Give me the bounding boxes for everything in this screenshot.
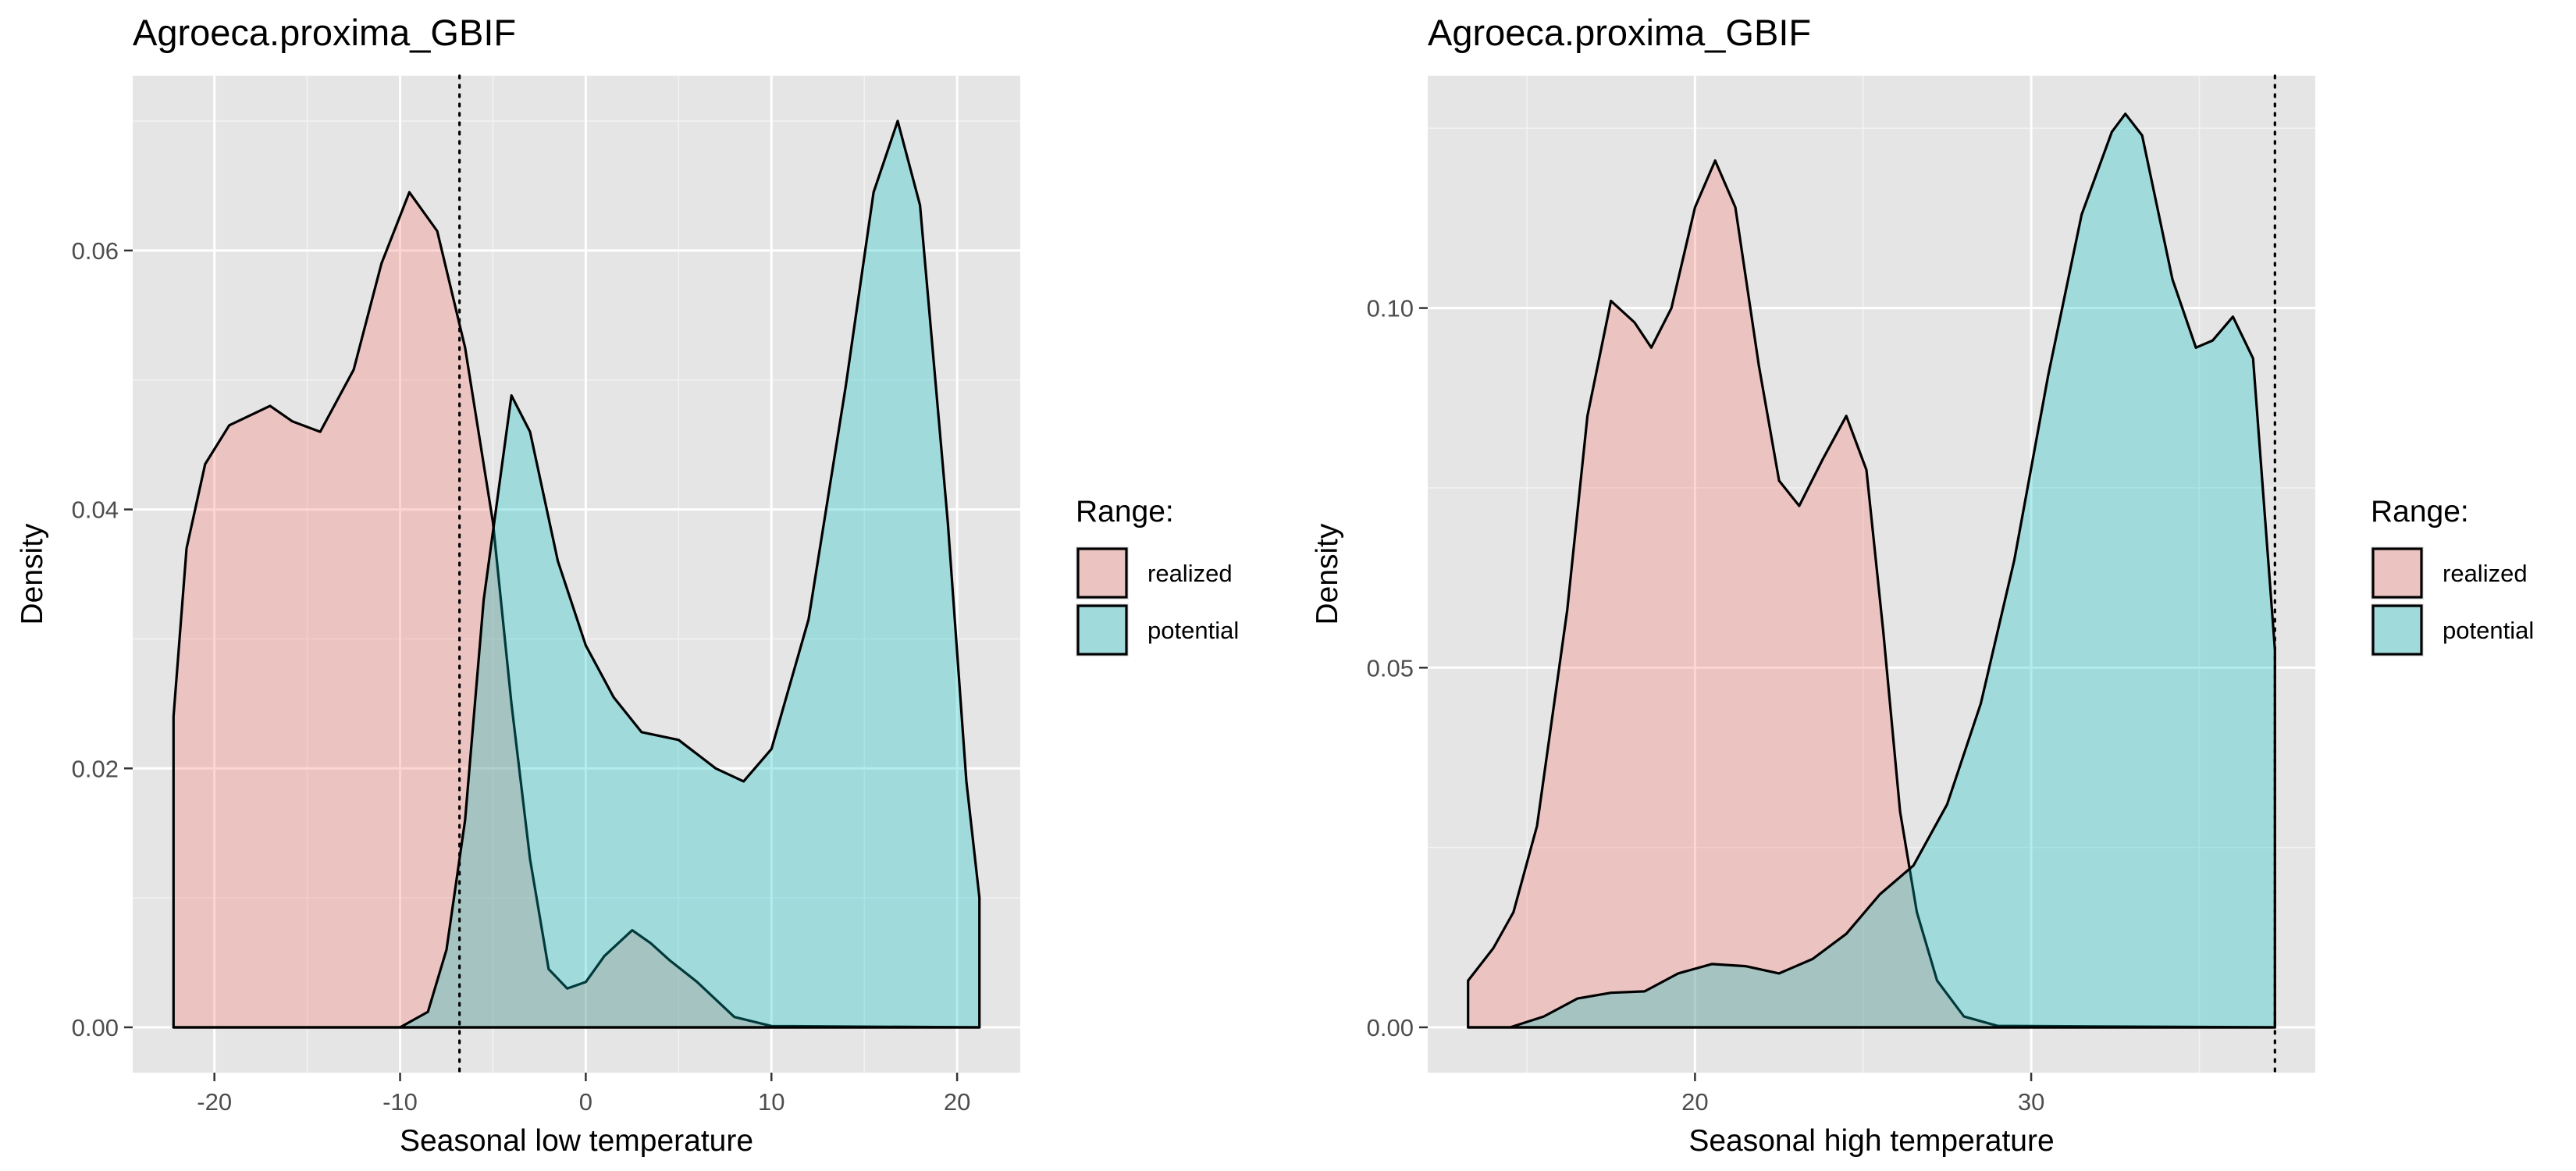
legend-key-background <box>1076 603 1129 657</box>
legend: Range: realized potential <box>2371 495 2534 657</box>
legend-key-background <box>2371 603 2424 657</box>
legend-swatch-realized <box>1076 547 1128 599</box>
panel-background <box>133 76 1020 1073</box>
y-tick-label: 0.04 <box>72 497 119 524</box>
x-tick-label: 0 <box>579 1088 592 1116</box>
legend-key-background <box>1076 546 1129 600</box>
x-tick-label: 20 <box>1681 1088 1708 1116</box>
x-tick-label: 10 <box>758 1088 785 1116</box>
y-tick-label: 0.06 <box>72 237 119 265</box>
legend-swatch-potential <box>1076 604 1128 656</box>
y-tick-label: 0.10 <box>1367 295 1414 322</box>
density-area-realized <box>172 190 981 1029</box>
y-axis-label: Density <box>1311 523 1344 625</box>
legend-title: Range: <box>1076 495 1174 529</box>
left-density-panel: 0.00 0.02 0.04 0.06 -20 -10 0 10 20 Agroeca.proxi… <box>16 12 1239 1158</box>
legend-label-potential: potential <box>2443 617 2534 644</box>
legend-title: Range: <box>2371 495 2469 529</box>
y-tick-label: 0.00 <box>1367 1014 1414 1041</box>
density-area-realized <box>1467 159 2276 1029</box>
x-axis-label: Seasonal low temperature <box>400 1124 753 1158</box>
legend: Range: realized potential <box>1076 495 1239 657</box>
legend-key-background <box>2371 546 2424 600</box>
y-tick-label: 0.00 <box>72 1014 119 1041</box>
x-tick-label: 20 <box>944 1088 970 1116</box>
density-area-potential <box>172 119 981 1029</box>
density-area-potential <box>1467 112 2276 1029</box>
x-tick-label: 30 <box>2018 1088 2044 1116</box>
x-tick-label: -20 <box>197 1088 232 1116</box>
legend-label-realized: realized <box>1147 560 1233 587</box>
y-axis-label: Density <box>16 523 49 625</box>
legend-label-realized: realized <box>2443 560 2528 587</box>
x-tick-label: -10 <box>382 1088 418 1116</box>
panel-background <box>1428 76 2315 1073</box>
chart-title: Agroeca.proxima_GBIF <box>1428 12 1811 53</box>
chart-title: Agroeca.proxima_GBIF <box>133 12 516 53</box>
y-tick-label: 0.02 <box>72 755 119 782</box>
legend-label-potential: potential <box>1147 617 1239 644</box>
legend-swatch-realized <box>2371 547 2423 599</box>
x-axis-label: Seasonal high temperature <box>1688 1124 2054 1158</box>
y-tick-label: 0.05 <box>1367 654 1414 682</box>
legend-swatch-potential <box>2371 604 2423 656</box>
right-density-panel: 0.00 0.05 0.10 20 30 Agroeca.proxima_GBIF Seas… <box>1311 12 2534 1158</box>
